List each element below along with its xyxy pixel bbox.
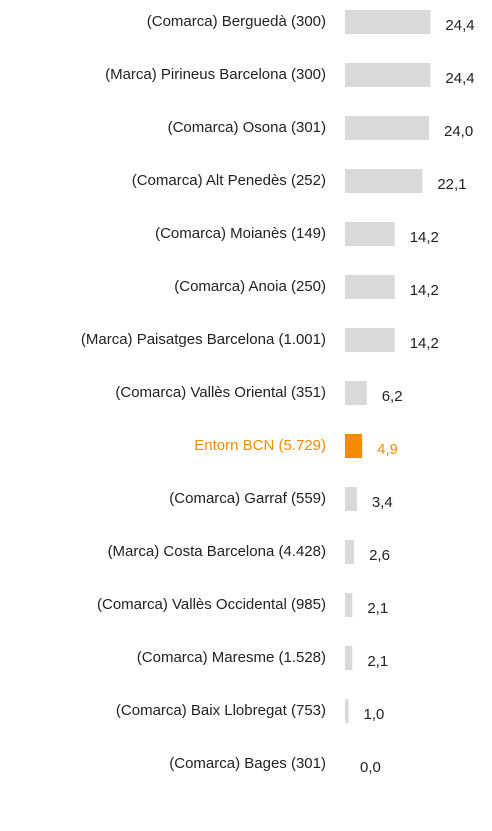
category-label: (Marca) Costa Barcelona (4.428) bbox=[108, 543, 326, 560]
category-label: (Comarca) Osona (301) bbox=[168, 119, 326, 136]
bar bbox=[345, 381, 367, 405]
bar bbox=[345, 222, 395, 246]
bar bbox=[345, 275, 395, 299]
value-label: 24,0 bbox=[444, 123, 473, 140]
bar bbox=[345, 593, 352, 617]
category-label: (Comarca) Alt Penedès (252) bbox=[132, 172, 326, 189]
bar bbox=[345, 540, 354, 564]
category-label: (Comarca) Anoia (250) bbox=[174, 278, 326, 295]
bar bbox=[345, 699, 349, 723]
category-label: (Marca) Pirineus Barcelona (300) bbox=[105, 66, 326, 83]
value-label: 14,2 bbox=[410, 335, 439, 352]
bar bbox=[345, 487, 357, 511]
bar bbox=[345, 434, 362, 458]
category-label: (Comarca) Bages (301) bbox=[169, 755, 326, 772]
category-label: (Comarca) Moianès (149) bbox=[155, 225, 326, 242]
category-label: (Marca) Paisatges Barcelona (1.001) bbox=[81, 331, 326, 348]
bar bbox=[345, 10, 430, 34]
value-label: 22,1 bbox=[437, 176, 466, 193]
value-label: 6,2 bbox=[382, 388, 403, 405]
value-label: 14,2 bbox=[410, 282, 439, 299]
value-label: 2,1 bbox=[367, 600, 388, 617]
bar bbox=[345, 169, 422, 193]
value-label: 1,0 bbox=[364, 706, 385, 723]
value-label: 24,4 bbox=[445, 17, 474, 34]
value-label: 2,6 bbox=[369, 547, 390, 564]
value-label: 2,1 bbox=[367, 653, 388, 670]
category-label: (Comarca) Berguedà (300) bbox=[147, 13, 326, 30]
value-label: 3,4 bbox=[372, 494, 393, 511]
value-label: 14,2 bbox=[410, 229, 439, 246]
category-label: (Comarca) Vallès Occidental (985) bbox=[97, 596, 326, 613]
value-label: 0,0 bbox=[360, 759, 381, 776]
category-label: (Comarca) Maresme (1.528) bbox=[137, 649, 326, 666]
bar bbox=[345, 63, 430, 87]
bar bbox=[345, 328, 395, 352]
bar bbox=[345, 646, 352, 670]
bar bbox=[345, 116, 429, 140]
category-label: (Comarca) Vallès Oriental (351) bbox=[115, 384, 326, 401]
value-label: 4,9 bbox=[377, 441, 398, 458]
category-label: (Comarca) Baix Llobregat (753) bbox=[116, 702, 326, 719]
category-label: Entorn BCN (5.729) bbox=[194, 437, 326, 454]
value-label: 24,4 bbox=[445, 70, 474, 87]
category-label: (Comarca) Garraf (559) bbox=[169, 490, 326, 507]
